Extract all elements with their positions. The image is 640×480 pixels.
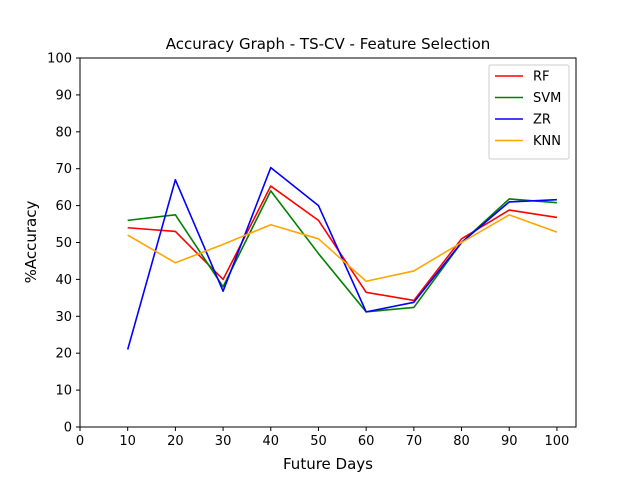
- y-tick-label: 40: [55, 273, 72, 288]
- series-line-knn: [127, 214, 558, 283]
- x-tick-label: 60: [358, 434, 375, 449]
- y-tick-label: 30: [55, 310, 72, 325]
- legend-label-knn: KNN: [533, 134, 561, 149]
- x-tick-label: 30: [215, 434, 232, 449]
- y-tick-label: 90: [55, 88, 72, 103]
- legend-label-svm: SVM: [533, 91, 561, 106]
- y-tick-label: 60: [55, 199, 72, 214]
- y-tick-label: 80: [55, 125, 72, 140]
- x-tick-label: 10: [119, 434, 136, 449]
- x-tick-label: 90: [501, 434, 518, 449]
- y-axis-ticks: 0 10 20 30 40 50 60 70 80 90 100: [47, 52, 80, 436]
- x-tick-label: 80: [453, 434, 470, 449]
- x-tick-label: 20: [167, 434, 184, 449]
- y-axis-label: %Accuracy: [22, 201, 40, 284]
- series-lines: [126, 166, 558, 350]
- series-line-zr: [126, 166, 557, 350]
- series-line-rf: [127, 185, 558, 302]
- y-tick-label: 50: [55, 236, 72, 251]
- y-tick-label: 70: [55, 162, 72, 177]
- x-axis-label: Future Days: [283, 455, 373, 473]
- legend-label-rf: RF: [533, 70, 550, 85]
- y-tick-label: 20: [55, 347, 72, 362]
- x-axis-ticks: 0 10 20 30 40 50 60 70 80 90 100: [76, 427, 569, 449]
- y-tick-label: 100: [47, 52, 72, 67]
- x-tick-label: 0: [76, 434, 84, 449]
- x-tick-label: 100: [545, 434, 570, 449]
- chart-title: Accuracy Graph - TS-CV - Feature Selecti…: [166, 35, 491, 53]
- legend-box: [488, 64, 570, 160]
- y-tick-label: 0: [64, 421, 72, 436]
- legend-label-zr: ZR: [533, 113, 551, 128]
- series-line-svm: [127, 190, 557, 313]
- x-tick-label: 40: [262, 434, 279, 449]
- legend: RF SVM ZR KNN: [488, 64, 570, 160]
- x-tick-label: 50: [310, 434, 327, 449]
- y-tick-label: 10: [55, 384, 72, 399]
- x-tick-label: 70: [406, 434, 423, 449]
